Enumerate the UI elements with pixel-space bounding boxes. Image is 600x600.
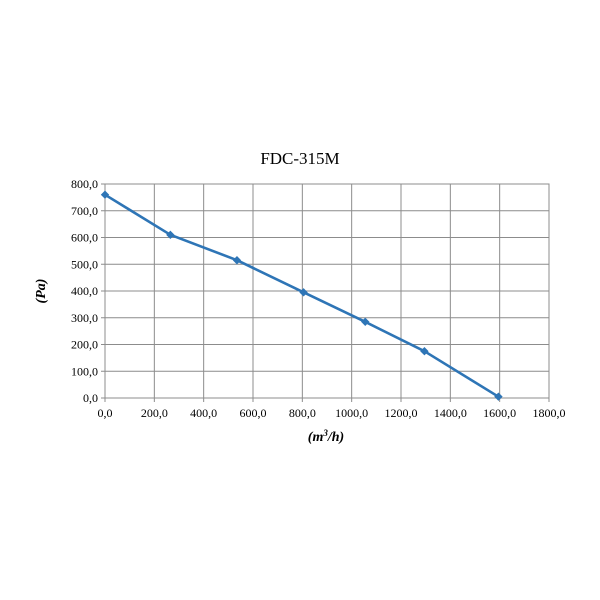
plot-area-border: [104, 183, 550, 399]
x-tick-label: 1600,0: [483, 406, 516, 420]
data-point-marker: [100, 190, 110, 199]
data-point-marker: [361, 317, 370, 326]
series-layer: [100, 190, 503, 401]
data-point-marker: [166, 230, 175, 240]
series-line: [104, 193, 500, 398]
y-tick-label: 200,0: [71, 338, 98, 352]
data-point-marker: [299, 288, 308, 297]
x-tick-label: 1800,0: [533, 406, 566, 420]
grid-layer: [104, 183, 550, 399]
data-point-marker: [420, 346, 429, 356]
y-tick-label: 600,0: [71, 231, 98, 245]
data-point-marker: [232, 256, 242, 265]
x-tick-label: 0,0: [98, 406, 113, 420]
data-point-marker: [494, 392, 503, 401]
x-tick-label: 600,0: [240, 406, 267, 420]
x-tick-label: 400,0: [190, 406, 217, 420]
chart-title: FDC-315M: [260, 149, 339, 168]
axis-layer: [101, 183, 550, 402]
y-tick-label: 800,0: [71, 177, 98, 191]
x-tick-label: 1000,0: [335, 406, 368, 420]
y-tick-label: 300,0: [71, 311, 98, 325]
y-tick-label: 0,0: [83, 391, 98, 405]
x-axis-label-prefix: (m: [308, 430, 324, 445]
x-tick-label: 200,0: [141, 406, 168, 420]
x-tick-label: 1400,0: [434, 406, 467, 420]
x-axis-label-superscript: 3: [322, 428, 328, 438]
y-tick-label: 400,0: [71, 284, 98, 298]
y-tick-label: 500,0: [71, 257, 98, 271]
y-tick-label: 100,0: [71, 364, 98, 378]
y-tick-label: 700,0: [71, 204, 98, 218]
x-tick-label: 800,0: [289, 406, 316, 420]
x-axis-label-suffix: /h): [327, 430, 344, 445]
x-axis-label: (m3/h): [308, 428, 344, 445]
x-tick-label: 1200,0: [385, 406, 418, 420]
y-axis-label: (Pa): [34, 279, 49, 304]
tick-labels: 0,0 100,0 200,0 300,0 400,0 500,0 600,0 700,0 80…: [71, 177, 566, 420]
